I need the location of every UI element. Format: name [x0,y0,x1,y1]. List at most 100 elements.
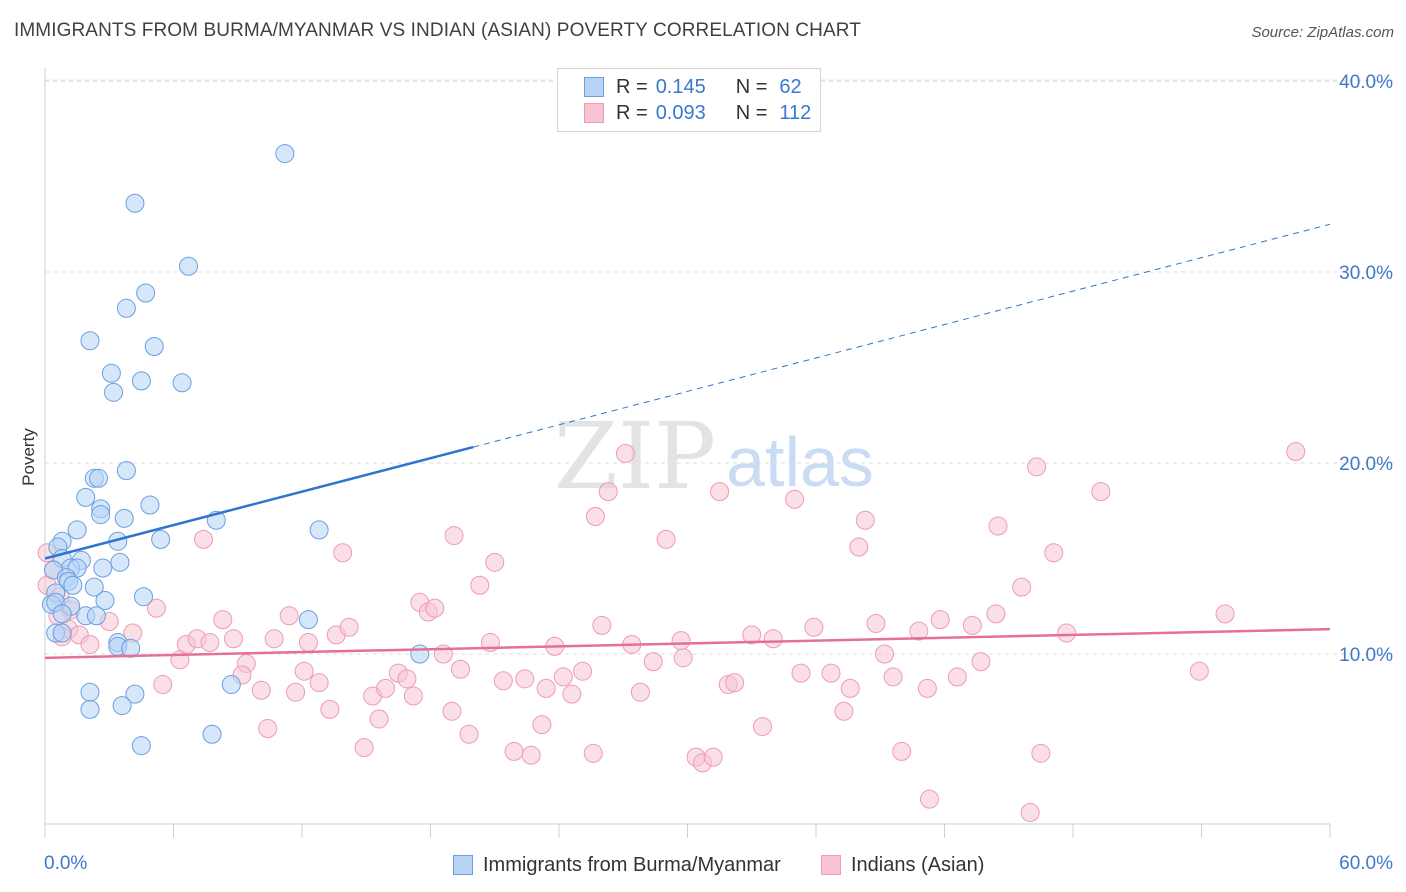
burma-point [52,623,72,643]
burma-point [93,558,113,578]
n-value: 62 [779,75,802,98]
burma-point [410,644,430,664]
burma-point [151,529,171,549]
burma-point [202,724,222,744]
indians-point [866,613,886,633]
indians-point [562,684,582,704]
indians-point [752,717,772,737]
indians-point [1057,623,1077,643]
indians-point [630,682,650,702]
indians-point [834,701,854,721]
indians-point [849,537,869,557]
indians-point [909,621,929,641]
legend-row-indians: R = 0.093 N = 112 [616,100,811,126]
indians-trend-line [44,627,1331,660]
bottom-legend-burma: Immigrants from Burma/Myanmar [453,852,781,878]
correlation-legend: R = 0.145 N = 62 R = 0.093 N = 112 [557,68,821,132]
indians-point [1215,604,1235,624]
indians-point [988,516,1008,536]
indians-point [1027,457,1047,477]
indians-point [320,699,340,719]
indians-points [37,442,1306,823]
indians-point [264,629,284,649]
r-label: R = [616,75,648,98]
burma-point [121,638,141,658]
burma-point [67,520,87,540]
indians-point [309,673,329,693]
x-tick-label: 0.0% [44,853,87,874]
indians-point [504,741,524,761]
indians-point [425,598,445,618]
indians-point [763,629,783,649]
burma-point [80,699,100,719]
burma-point [136,283,156,303]
indians-point [213,610,233,630]
burma-point [84,577,104,597]
indians-point [536,678,556,698]
indians-point [1286,442,1306,462]
indians-point [251,680,271,700]
indians-point [153,675,173,695]
burma-point [114,508,134,528]
indians-point [146,598,166,618]
indians-point [459,724,479,744]
indians-point [258,718,278,738]
n-label: N = [735,101,768,124]
burma-point [89,468,109,488]
indians-point [442,701,462,721]
indians-point [585,506,605,526]
indians-point [986,604,1006,624]
n-label: N = [735,75,768,98]
indians-point [532,715,552,735]
indians-point [193,529,213,549]
watermark-zip: ZIP [554,403,716,510]
indians-point [573,661,593,681]
r-label: R = [616,101,648,124]
burma-point [76,487,96,507]
watermark-atlas: atlas [726,423,874,501]
indians-point [223,629,243,649]
trend-lines [44,223,1331,660]
burma-point [86,606,106,626]
burma-point [95,591,115,611]
burma-point [110,552,130,572]
indians-point [875,644,895,664]
y-tick-label: 20.0% [1339,454,1393,475]
indians-point [294,661,314,681]
indians-point [470,575,490,595]
burma-point [144,336,164,356]
indians-point [200,633,220,653]
burma-point [140,495,160,515]
indians-point [785,489,805,509]
indians-point [1189,661,1209,681]
burma-point [131,736,151,756]
burma-point [91,505,111,525]
indians-point [804,617,824,637]
indians-point [883,667,903,687]
bottom-swatch-burma [453,855,473,875]
watermark: ZIP atlas [554,403,874,510]
indians-point [821,663,841,683]
indians-point [553,667,573,687]
burma-point [104,382,124,402]
indians-point [615,443,635,463]
indians-point [710,482,730,502]
chart-title: IMMIGRANTS FROM BURMA/MYANMAR VS INDIAN … [14,20,861,41]
indians-point [493,671,513,691]
indians-point [592,615,612,635]
source-label: Source: ZipAtlas.com [1251,24,1394,41]
legend-row-burma: R = 0.145 N = 62 [616,74,802,100]
bottom-swatch-indians [821,855,841,875]
indians-point [298,633,318,653]
y-tick-label: 10.0% [1339,645,1393,666]
indians-point [855,510,875,530]
indians-point [583,743,603,763]
burma-trend-extension [473,223,1331,448]
indians-point [971,652,991,672]
burma-point [125,193,145,213]
indians-point [671,631,691,651]
burma-point [80,682,100,702]
burma-point [221,675,241,695]
indians-point [1012,577,1032,597]
